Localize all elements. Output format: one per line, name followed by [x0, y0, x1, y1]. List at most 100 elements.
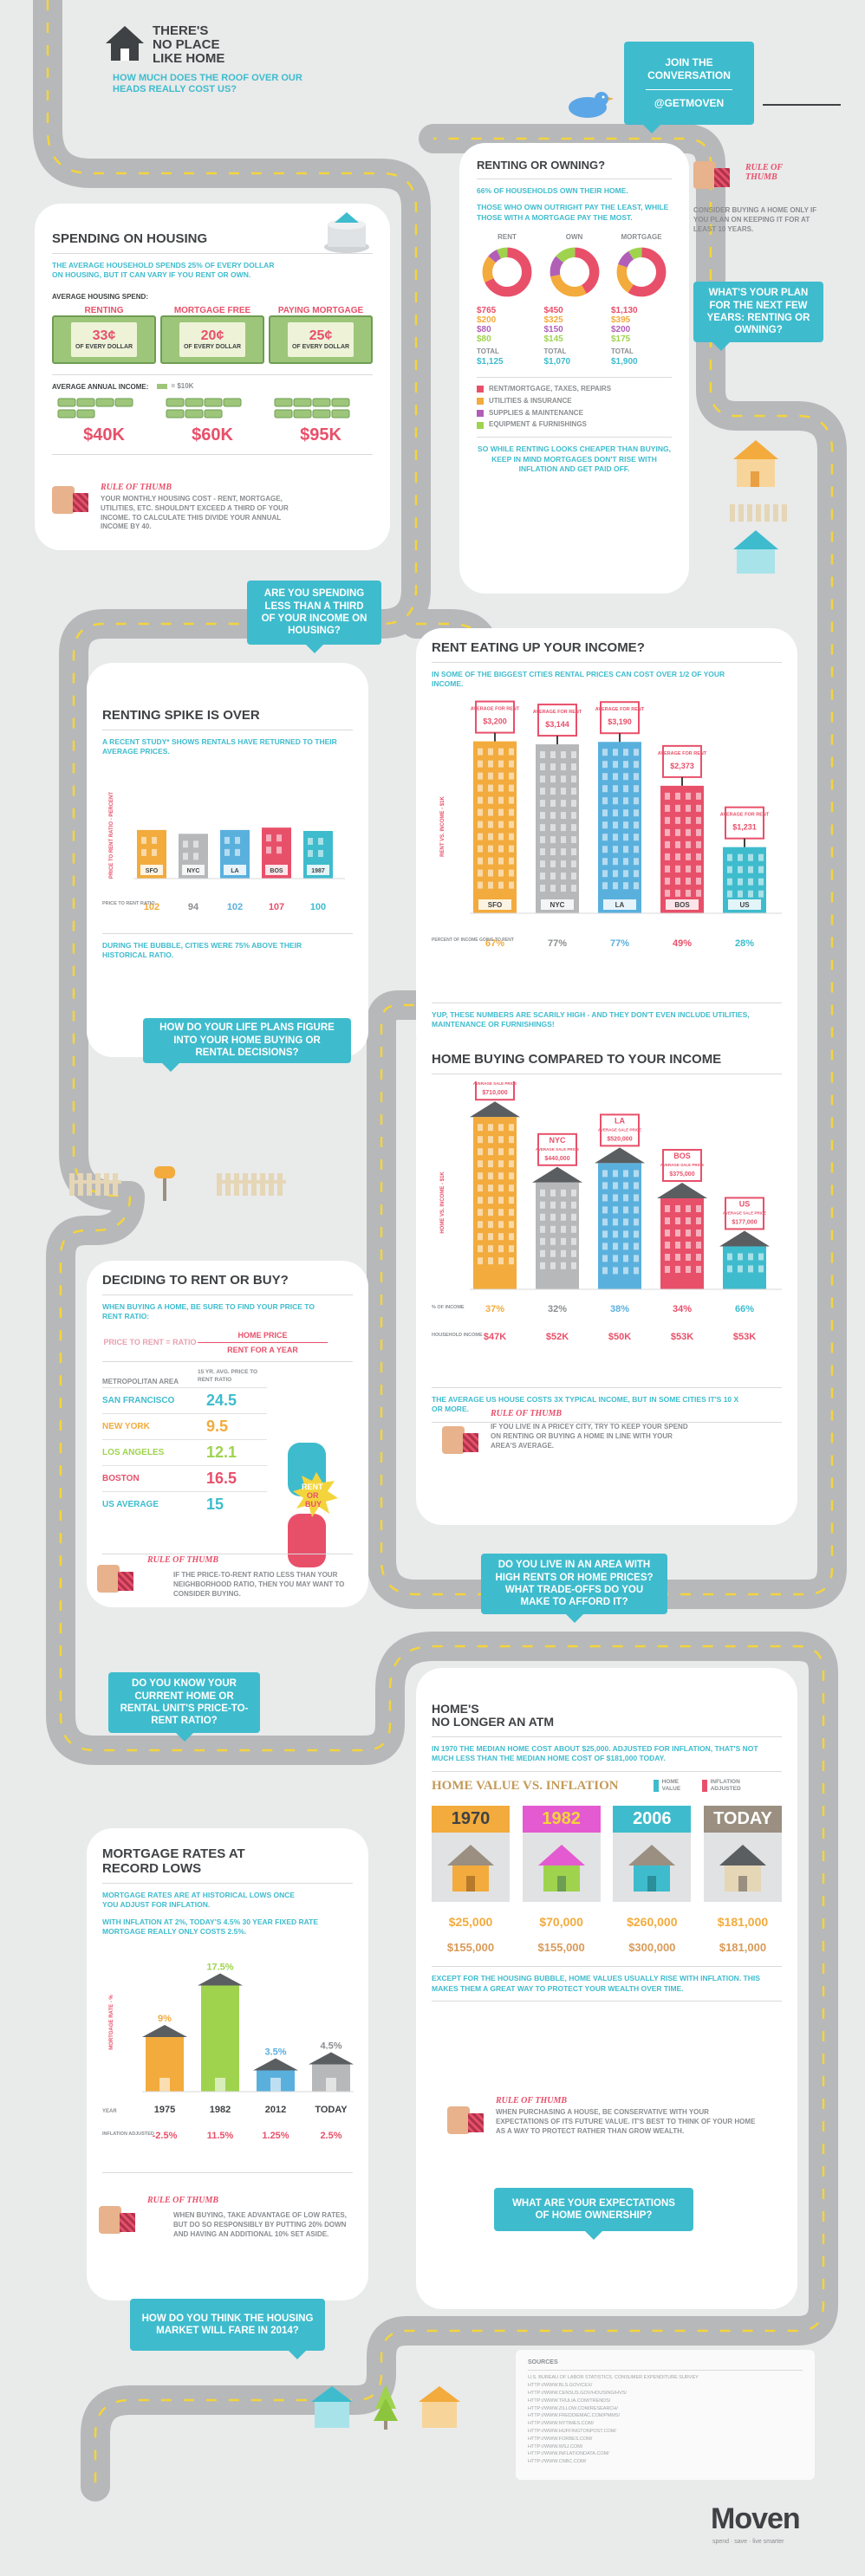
window [509, 1209, 514, 1217]
tick-label: 1982 [210, 2105, 231, 2115]
legend-swatch [477, 398, 484, 406]
window [758, 1253, 764, 1261]
price-sign [725, 806, 764, 840]
rule-of-thumb-icon [52, 481, 90, 516]
window [540, 1237, 545, 1245]
window [478, 869, 483, 877]
window [540, 800, 545, 808]
window [623, 1218, 628, 1226]
rule-of-thumb-text: YOUR MONTHLY HOUSING COST - RENT, MORTGA… [101, 495, 289, 531]
window [498, 808, 504, 816]
question-life-plans[interactable]: HOW DO YOUR LIFE PLANS FIGURE INTO YOUR … [143, 1018, 351, 1072]
window [540, 775, 545, 783]
window [540, 824, 545, 832]
mortgage-chart: MORTGAGE RATE - % 9% 1975 -2.5% 17.5% 1982 11.… [102, 1962, 367, 2141]
window [634, 1230, 639, 1238]
data-label: 100 [310, 902, 326, 912]
window [478, 1245, 483, 1253]
question-housing-2014[interactable]: HOW DO YOU THINK THE HOUSING MARKET WILL… [130, 2299, 325, 2359]
window [623, 761, 628, 769]
inflation-label: -2.5% [153, 2131, 178, 2141]
window [727, 866, 732, 873]
spend-paying-mortgage: PAYING MORTGAGE 25¢ OF EVERY DOLLAR [269, 306, 373, 364]
window [665, 889, 670, 897]
window [561, 824, 566, 832]
window [602, 834, 608, 841]
window [509, 1124, 514, 1132]
window [696, 1217, 701, 1224]
question-high-rents[interactable]: DO YOU LIVE IN AN AREA WITH HIGH RENTS O… [481, 1554, 667, 1623]
percent-label: 77% [548, 938, 567, 949]
window [561, 800, 566, 808]
window [498, 1221, 504, 1229]
inflation-label: 11.5% [207, 2131, 234, 2141]
window [623, 1255, 628, 1262]
row-label: PRICE TO RENT RATIO [102, 901, 155, 906]
sources-title: SOURCES [528, 2359, 558, 2365]
window [602, 858, 608, 866]
window [550, 860, 556, 868]
window [235, 836, 240, 844]
window [634, 761, 639, 769]
dollar-bill-icon: 20¢ OF EVERY DOLLAR [160, 315, 264, 364]
percent-label: 38% [610, 1304, 629, 1314]
window [675, 1205, 680, 1212]
question-home-ownership[interactable]: WHAT ARE YOUR EXPECTATIONS OF HOME OWNER… [494, 2188, 693, 2240]
window [613, 1255, 618, 1262]
window [488, 784, 493, 792]
renting-owning-intro: 66% OF HOUSEHOLDS OWN THEIR HOME. [477, 186, 628, 195]
table-row: NEW YORK 9.5 [102, 1412, 267, 1439]
rule-of-thumb-label: RULE OF THUMB [496, 2096, 568, 2106]
question-price-rent-ratio[interactable]: DO YOU KNOW YOUR CURRENT HOME OR RENTAL … [108, 1672, 260, 1742]
renting-owning-note: THOSE WHO OWN OUTRIGHT PAY THE LEAST, WH… [477, 203, 669, 222]
window [488, 1124, 493, 1132]
window [675, 828, 680, 836]
source-line: HTTP://WWW.CNBC.COM/ [528, 2459, 587, 2465]
window [696, 889, 701, 897]
rent-income-title: RENT EATING UP YOUR INCOME? [432, 640, 645, 655]
window [675, 853, 680, 860]
window [675, 804, 680, 812]
window [571, 1225, 576, 1233]
window [634, 809, 639, 817]
window [561, 1237, 566, 1245]
table-row: US AVERAGE 15 [102, 1490, 267, 1517]
ratio-formula: PRICE TO RENT = RATIO HOME PRICE RENT FO… [102, 1331, 353, 1354]
sign-city: US [739, 1199, 751, 1208]
window [550, 1249, 556, 1257]
rule-of-thumb-icon [99, 2201, 137, 2235]
percent-label: 49% [673, 938, 692, 949]
atm-footer: EXCEPT FOR THE HOUSING BUBBLE, HOME VALU… [432, 1974, 760, 1993]
window [613, 1194, 618, 1202]
bar-label-bg [140, 864, 163, 875]
window [665, 1230, 670, 1236]
question-third-income[interactable]: ARE YOU SPENDING LESS THAN A THIRD OF YO… [247, 581, 381, 653]
window [623, 1170, 628, 1178]
window [634, 882, 639, 890]
tick-label: TODAY [315, 2105, 348, 2115]
window [634, 1243, 639, 1250]
window [478, 1209, 483, 1217]
sign-text: AVERAGE FOR RENT [533, 710, 582, 715]
window [602, 1194, 608, 1202]
decide-title: DECIDING TO RENT OR BUY? [102, 1273, 289, 1288]
window [478, 772, 483, 780]
window [488, 772, 493, 780]
join-conversation-bubble[interactable]: JOIN THE CONVERSATION @GETMOVEN [624, 42, 754, 133]
window [561, 751, 566, 759]
source-line: HTTP://WWW.TRULIA.COM/TRENDS/ [528, 2398, 611, 2404]
spike-chart: PRICE TO RENT RATIO - PERCENT SFO 102 NYC 94… [102, 792, 345, 912]
moven-logo[interactable]: Moven [711, 2502, 801, 2535]
rule-of-thumb-icon [693, 156, 732, 191]
window [488, 1172, 493, 1180]
window [613, 1206, 618, 1214]
window [623, 1206, 628, 1214]
window [550, 1189, 556, 1197]
bar [201, 1985, 239, 2092]
question-rent-own[interactable]: WHAT'S YOUR PLAN FOR THE NEXT FEW YEARS:… [693, 282, 823, 351]
window [478, 1136, 483, 1144]
axis-label: RENT VS. INCOME - $1K [440, 795, 446, 856]
sign-text: AVERAGE SALE PRICE [473, 1081, 517, 1086]
window [758, 866, 764, 873]
window [183, 840, 188, 848]
